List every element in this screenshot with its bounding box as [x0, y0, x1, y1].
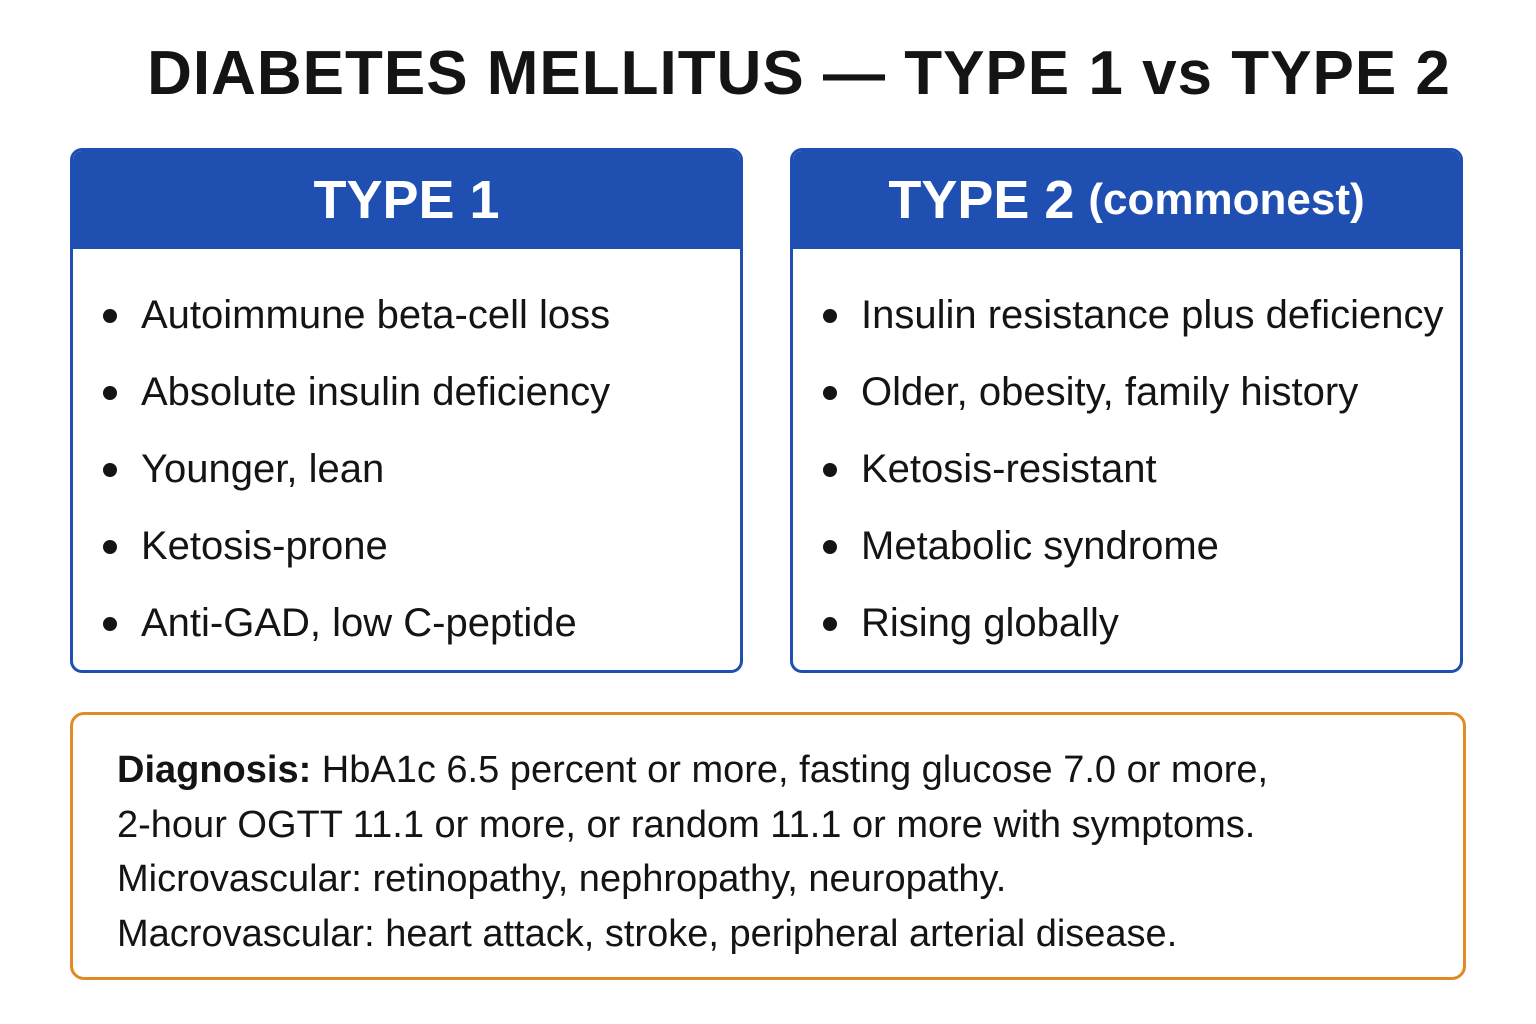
bullet-icon	[823, 385, 837, 400]
bullet-icon	[823, 616, 837, 631]
list-item: Ketosis-prone	[103, 508, 740, 585]
bullet-icon	[103, 308, 117, 323]
type2-card: TYPE 2 (commonest) Insulin resistance pl…	[790, 148, 1463, 673]
type1-bullet-list: Autoimmune beta-cell loss Absolute insul…	[73, 249, 740, 662]
list-item: Anti-GAD, low C-peptide	[103, 585, 740, 662]
bullet-text: Absolute insulin deficiency	[141, 370, 611, 414]
list-item: Absolute insulin deficiency	[103, 354, 740, 431]
bullet-icon	[823, 462, 837, 477]
bullet-icon	[103, 539, 117, 554]
diagnosis-line-2: 2-hour OGTT 11.1 or more, or random 11.1…	[117, 803, 1256, 846]
bullet-icon	[823, 308, 837, 323]
bullet-text: Younger, lean	[141, 447, 385, 491]
list-item: Autoimmune beta-cell loss	[103, 277, 740, 354]
bullet-text: Older, obesity, family history	[861, 370, 1359, 414]
bullet-text: Metabolic syndrome	[861, 524, 1219, 568]
page-title: DIABETES MELLITUS — TYPE 1 vs TYPE 2	[147, 39, 1451, 108]
bullet-icon	[103, 385, 117, 400]
list-item: Older, obesity, family history	[823, 354, 1460, 431]
macrovascular-line: Macrovascular: heart attack, stroke, per…	[117, 912, 1178, 955]
list-item: Insulin resistance plus deficiency	[823, 277, 1460, 354]
diagnosis-line-1: Diagnosis: HbA1c 6.5 percent or more, fa…	[117, 743, 1463, 798]
diagnosis-criteria-text: HbA1c 6.5 percent or more, fasting gluco…	[311, 749, 1269, 791]
bullet-text: Ketosis-resistant	[861, 447, 1157, 491]
type2-bullet-list: Insulin resistance plus deficiency Older…	[793, 249, 1460, 662]
list-item: Rising globally	[823, 585, 1460, 662]
bullet-text: Autoimmune beta-cell loss	[141, 293, 611, 337]
microvascular-line: Microvascular: retinopathy, nephropathy,…	[117, 858, 1007, 900]
list-item: Metabolic syndrome	[823, 508, 1460, 585]
type1-card: TYPE 1 Autoimmune beta-cell loss Absolut…	[70, 148, 743, 673]
diagnosis-label: Diagnosis:	[117, 749, 312, 791]
bullet-text: Ketosis-prone	[141, 524, 388, 568]
bullet-icon	[103, 616, 117, 631]
type2-header: TYPE 2 (commonest)	[793, 151, 1460, 249]
list-item: Ketosis-resistant	[823, 431, 1460, 508]
diagnosis-box: Diagnosis: HbA1c 6.5 percent or more, fa…	[70, 712, 1466, 980]
type1-header: TYPE 1	[73, 151, 740, 249]
bullet-text: Anti-GAD, low C-peptide	[141, 601, 577, 645]
bullet-text: Rising globally	[861, 601, 1119, 645]
bullet-icon	[823, 539, 837, 554]
type2-heading: TYPE 2	[888, 170, 1075, 230]
bullet-icon	[103, 462, 117, 477]
type1-heading: TYPE 1	[313, 170, 500, 230]
type2-heading-sub: (commonest)	[1088, 175, 1365, 224]
list-item: Younger, lean	[103, 431, 740, 508]
bullet-text: Insulin resistance plus deficiency	[861, 293, 1444, 337]
